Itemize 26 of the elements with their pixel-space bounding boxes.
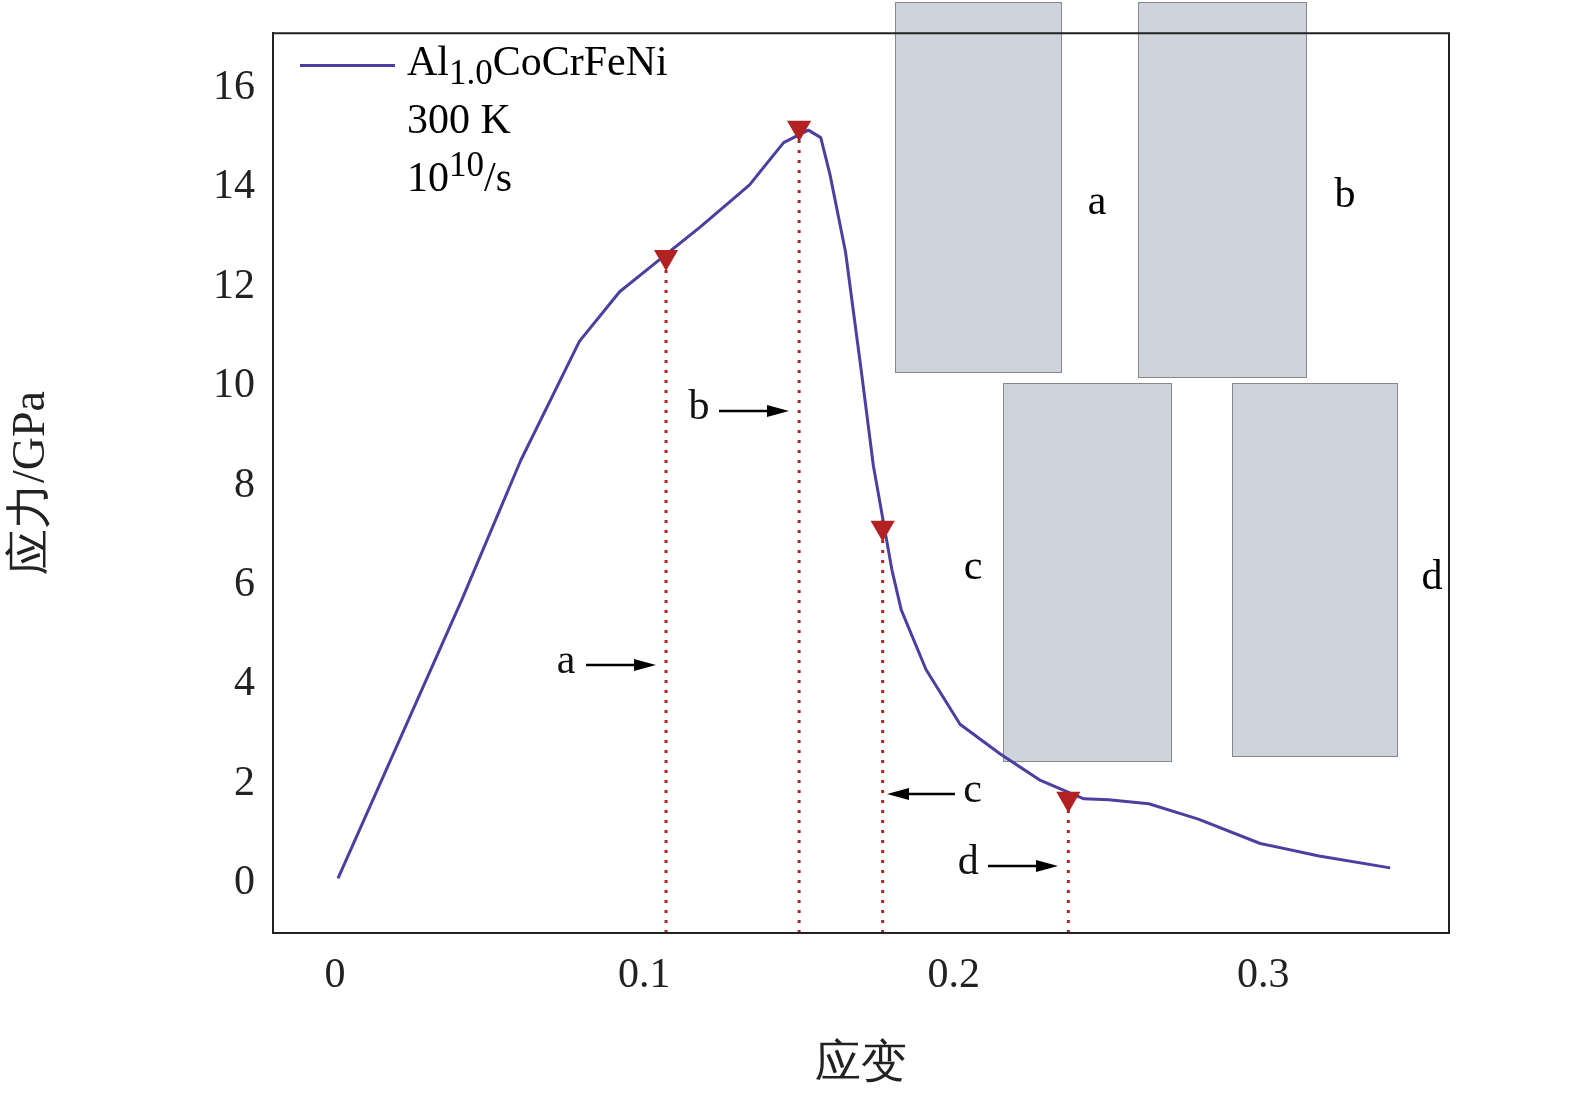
x-tick-label: 0 xyxy=(324,950,346,997)
x-tick-label: 0.3 xyxy=(1237,950,1290,997)
annotation: d xyxy=(957,836,979,883)
annotation: a xyxy=(556,635,576,682)
y-axis-title: 应力/GPa xyxy=(2,391,54,576)
annotation: 300 K xyxy=(406,96,512,143)
annotation: c xyxy=(963,541,983,589)
y-tick-label: 0 xyxy=(234,857,255,904)
x-tick-label: 0.1 xyxy=(618,950,671,997)
legend-label: Al$_{1.0}$CoCrFeNi xyxy=(406,38,668,95)
y-tick-label: 8 xyxy=(234,459,255,506)
y-tick-label: 10 xyxy=(213,360,255,407)
annotation: b xyxy=(688,382,710,429)
x-axis-title: 应变 xyxy=(815,1036,907,1088)
annotation: 10$^{10}$/s xyxy=(406,144,513,201)
annotation: a xyxy=(1087,176,1107,224)
y-tick-label: 16 xyxy=(213,61,255,108)
annotation: c xyxy=(963,764,982,811)
x-tick-label: 0.2 xyxy=(927,950,981,997)
y-tick-label: 4 xyxy=(234,658,255,705)
annotation: b xyxy=(1334,169,1356,217)
y-tick-label: 2 xyxy=(234,757,255,804)
y-tick-label: 12 xyxy=(213,260,255,307)
annotation: d xyxy=(1421,551,1443,599)
y-tick-label: 14 xyxy=(213,161,255,208)
y-tick-label: 6 xyxy=(234,559,255,606)
